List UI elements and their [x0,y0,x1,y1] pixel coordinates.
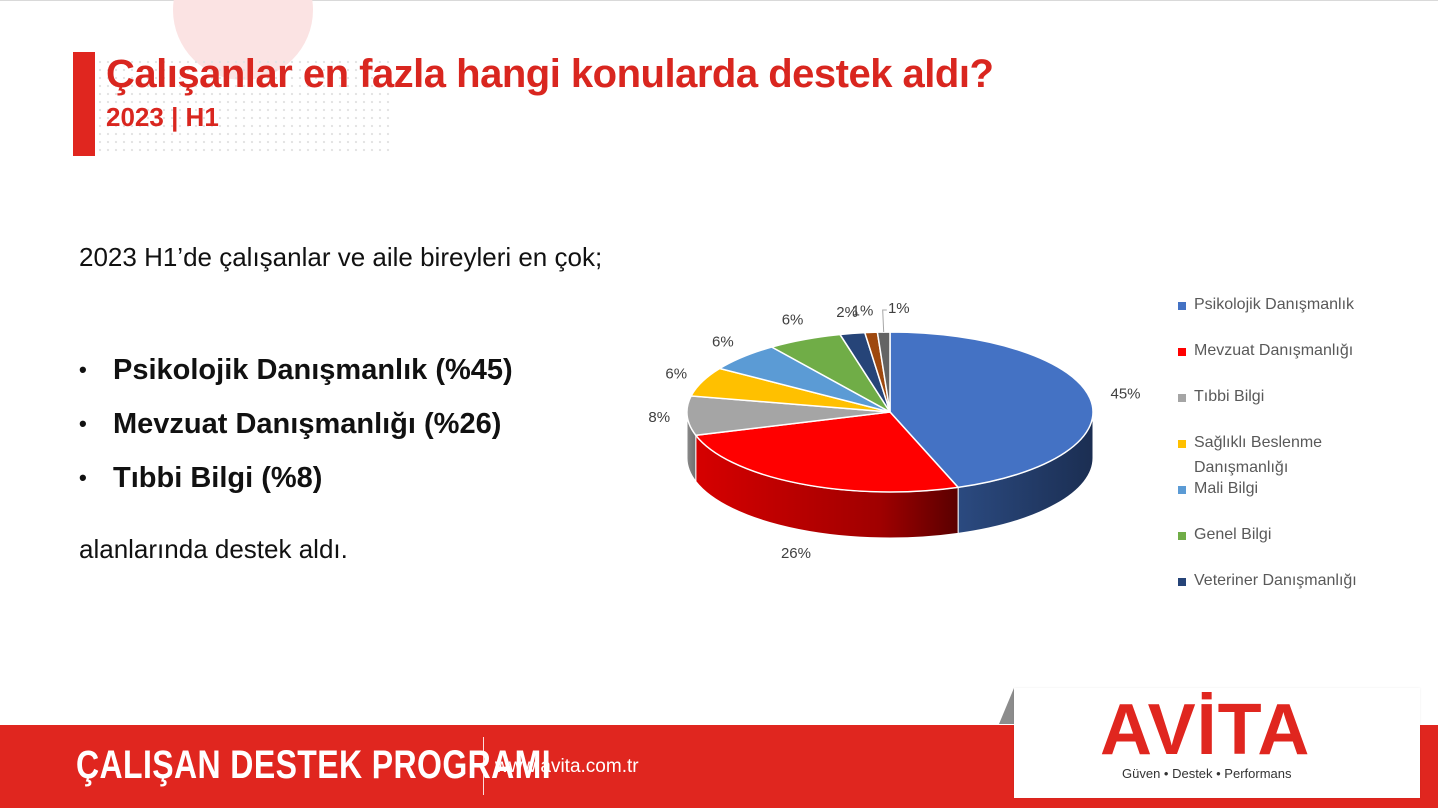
legend-label-tibbi: Tıbbi Bilgi [1194,388,1265,405]
legend-item-psikolojik: Psikolojik Danışmanlık [1178,292,1404,338]
pie-leader-line [882,309,887,333]
legend-label-psikolojik: Psikolojik Danışmanlık [1194,296,1355,313]
legend-item-mevzuat: Mevzuat Danışmanlığı [1178,338,1404,384]
legend-swatch-veteriner [1178,578,1186,586]
pie-data-label-beslenme: 6% [665,365,687,382]
footer-program-name: ÇALIŞAN DESTEK PROGRAMI [76,743,551,787]
pie-data-label-mali: 6% [712,334,734,351]
legend-swatch-beslenme [1178,440,1186,448]
pie-data-labels: 45%26%8%6%6%6% 2%1% 1% [648,300,1140,562]
legend-item-veteriner: Veteriner Danışmanlığı [1178,568,1404,614]
avita-logo: AVİTA Güven • Destek • Performans [1014,688,1420,798]
highlight-item-mevzuat: Mevzuat Danışmanlığı (%26) [79,404,513,458]
pie-data-label-veteriner: 2% [836,304,858,321]
legend-item-mali: Mali Bilgi [1178,476,1404,522]
legend-item-tibbi: Tıbbi Bilgi [1178,384,1404,430]
legend-label-genel: Genel Bilgi [1194,526,1272,543]
highlight-item-psikolojik: Psikolojik Danışmanlık (%45) [79,350,513,404]
highlight-item-tibbi: Tıbbi Bilgi (%8) [79,458,513,512]
pie-slice-psikolojik [889,331,1094,489]
logo-corner-decoration [999,688,1014,724]
pie-data-label-diger-1: 1% [852,302,874,319]
legend-swatch-mali [1178,486,1186,494]
page-title: Çalışanlar en fazla hangi konularda dest… [106,52,994,96]
decorative-dot-grid [96,58,394,156]
legend-label-mevzuat: Mevzuat Danışmanlığı [1194,342,1354,359]
pie-data-label-diger-2: 1% [888,300,910,317]
pie-chart: 45%26%8%6%6%6% 2%1% 1% [648,300,1140,562]
legend-label-veteriner: Veteriner Danışmanlığı [1194,572,1357,589]
legend-item-genel: Genel Bilgi [1178,522,1404,568]
legend-swatch-psikolojik [1178,302,1186,310]
legend-swatch-mevzuat [1178,348,1186,356]
top-border [0,0,1438,1]
logo-wordmark: AVİTA [1100,690,1311,770]
chart-legend: Psikolojik Danışmanlık Mevzuat Danışmanl… [1178,292,1404,614]
pie-data-label-tibbi: 8% [648,409,670,426]
legend-swatch-genel [1178,532,1186,540]
pie-data-label-genel: 6% [782,312,804,329]
logo-tagline: Güven • Destek • Performans [1122,766,1292,781]
legend-label-mali: Mali Bilgi [1194,480,1259,497]
pie-slice-diger-2 [876,331,891,413]
pie-slice-mevzuat [694,411,960,493]
intro-text: 2023 H1’de çalışanlar ve aile bireyleri … [79,242,603,272]
title-accent-bar [73,52,95,156]
pie-slices [686,331,1094,493]
footer-divider [483,737,484,795]
page-subtitle: 2023 | H1 [106,102,219,132]
pie-data-label-mevzuat: 26% [781,545,811,562]
legend-label-beslenme: Sağlıklı Beslenme Danışmanlığı [1194,434,1323,476]
pie-slice-tibbi [686,395,891,437]
pie-data-label-psikolojik: 45% [1110,385,1140,402]
footer-website-link[interactable]: www.avita.com.tr [495,756,639,777]
legend-item-beslenme: Sağlıklı Beslenme Danışmanlığı [1178,430,1404,476]
highlight-list: Psikolojik Danışmanlık (%45) Mevzuat Dan… [79,350,513,512]
legend-swatch-tibbi [1178,394,1186,402]
outro-text: alanlarında destek aldı. [79,534,348,564]
